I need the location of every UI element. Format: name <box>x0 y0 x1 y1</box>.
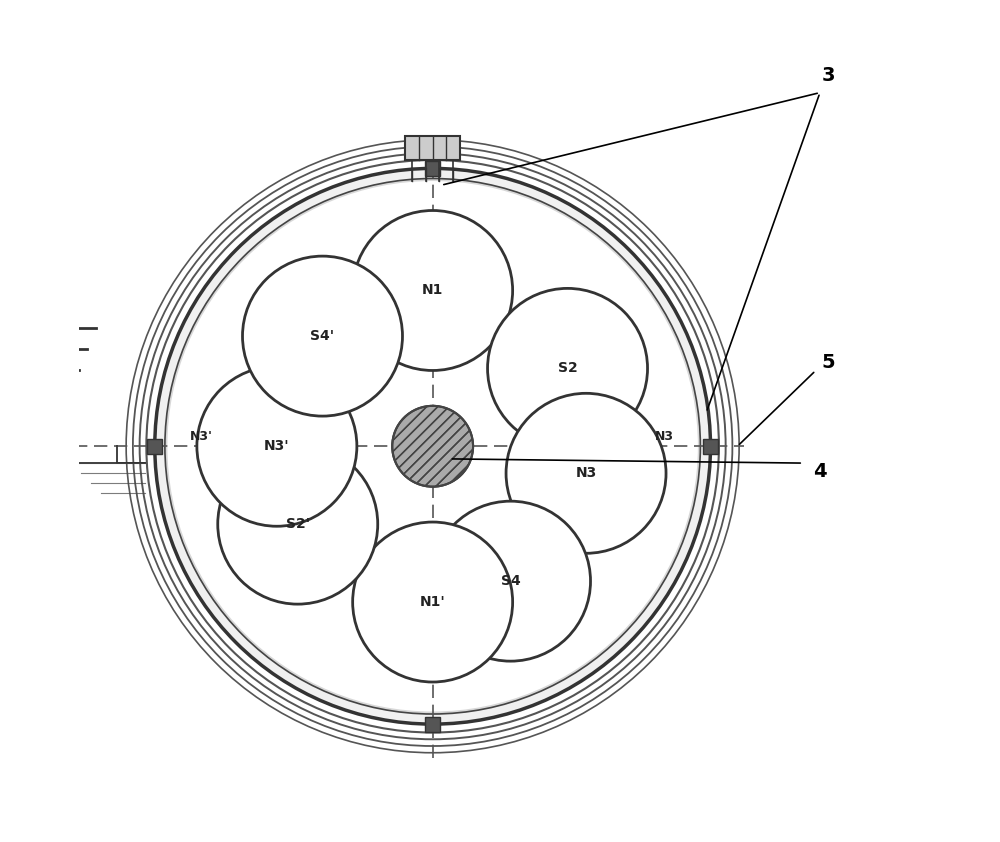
Bar <box>425 717 440 732</box>
Circle shape <box>197 366 357 526</box>
Circle shape <box>488 289 648 449</box>
Text: S2: S2 <box>558 361 577 376</box>
Circle shape <box>165 179 700 714</box>
Bar <box>425 161 440 176</box>
Text: 3: 3 <box>822 67 835 85</box>
Bar <box>703 439 718 454</box>
Circle shape <box>167 181 698 711</box>
Circle shape <box>353 522 513 682</box>
Text: N3': N3' <box>190 429 213 443</box>
Text: N3': N3' <box>264 440 290 453</box>
Circle shape <box>392 406 473 487</box>
Text: S4: S4 <box>501 574 520 589</box>
Circle shape <box>506 393 666 553</box>
Bar <box>147 439 162 454</box>
Circle shape <box>218 445 378 605</box>
Circle shape <box>353 210 513 370</box>
Text: S2': S2' <box>286 517 310 531</box>
Text: N1: N1 <box>422 284 443 297</box>
Circle shape <box>243 256 402 416</box>
Text: N3: N3 <box>655 429 674 443</box>
Text: S4': S4' <box>310 329 335 343</box>
Circle shape <box>431 501 591 661</box>
Text: N1': N1' <box>420 595 446 609</box>
Text: N3: N3 <box>575 466 597 480</box>
Circle shape <box>155 168 710 724</box>
Text: 5: 5 <box>822 353 835 371</box>
FancyBboxPatch shape <box>405 136 460 160</box>
Text: 4: 4 <box>813 462 827 481</box>
